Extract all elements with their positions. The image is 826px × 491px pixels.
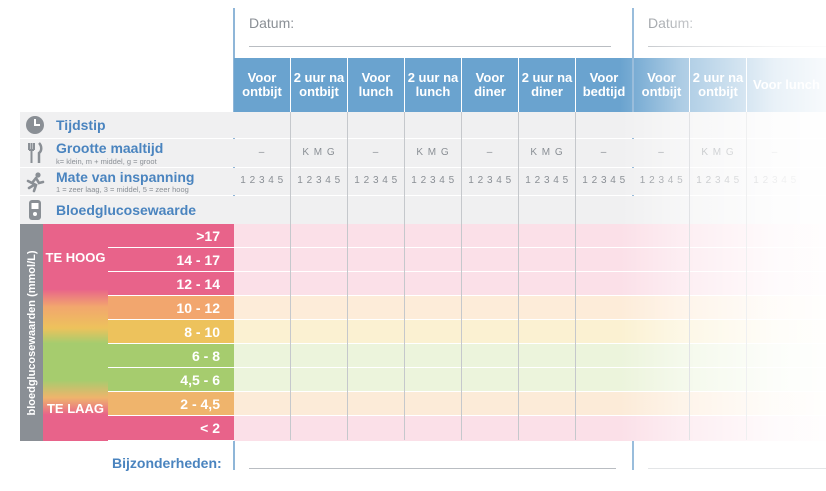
- row-title-maaltijd: Grootte maaltijd: [56, 140, 164, 156]
- row-sub-inspanning: 1 = zeer laag, 3 = middel, 5 = zeer hoog: [56, 185, 189, 194]
- band-lt2: < 2: [108, 416, 234, 441]
- col-header-na-ontbijt: 2 uur na ontbijt: [291, 58, 347, 112]
- clock-icon: [20, 112, 50, 138]
- datum-input-line-2[interactable]: [648, 46, 826, 47]
- cell-scale[interactable]: 1 2 3 4 5: [753, 175, 797, 186]
- row-bloedglucose: Bloedglucosewaarde: [20, 196, 234, 224]
- col-separator: [746, 112, 747, 440]
- col-separator: [347, 112, 348, 440]
- fork-knife-icon: [20, 139, 50, 167]
- cell-scale[interactable]: 1 2 3 4 5: [582, 175, 626, 186]
- row-title-inspanning: Mate van inspanning: [56, 169, 195, 185]
- axis-label: bloedglucosewaarden (mmol/L): [25, 249, 38, 416]
- cell-scale[interactable]: 1 2 3 4 5: [525, 175, 569, 186]
- cell-kmg[interactable]: K M G: [302, 147, 336, 158]
- col-separator: [290, 112, 291, 440]
- col-header-voor-diner: Voor diner: [462, 58, 518, 112]
- cell-scale[interactable]: 1 2 3 4 5: [468, 175, 512, 186]
- col-header-na-lunch: 2 uur na lunch: [405, 58, 461, 112]
- grid-row-bloedglucose[interactable]: [234, 196, 826, 224]
- cell-dash[interactable]: –: [486, 147, 494, 158]
- cell-dash[interactable]: –: [372, 147, 380, 158]
- cell-dash[interactable]: –: [658, 147, 665, 158]
- grid-band-lt2[interactable]: [234, 416, 826, 441]
- row-inspanning: Mate van inspanning 1 = zeer laag, 3 = m…: [20, 168, 234, 195]
- col-separator: [404, 112, 405, 440]
- cell-dash[interactable]: –: [258, 147, 266, 158]
- zone-te-laag: TE LAAG: [46, 401, 105, 416]
- datum-label-2: Datum:: [648, 15, 694, 31]
- cell-dash[interactable]: –: [771, 147, 779, 158]
- col-header-voor-bedtijd: Voor bedtijd: [576, 58, 632, 112]
- col-separator: [461, 112, 462, 440]
- grid-row-tijdstip[interactable]: [234, 112, 826, 138]
- zone-te-hoog: TE HOOG: [45, 250, 106, 265]
- datum-input-line[interactable]: [249, 46, 611, 47]
- grid-band-10-12[interactable]: [234, 296, 826, 320]
- band-2-4_5: 2 - 4,5: [108, 392, 234, 416]
- glucose-meter-icon: [20, 196, 50, 224]
- col-header-voor-ontbijt-2: Voor ontbijt: [634, 58, 689, 112]
- cell-dash[interactable]: –: [600, 147, 608, 158]
- row-title-tijdstip: Tijdstip: [56, 117, 106, 133]
- band-gt17: >17: [108, 224, 234, 248]
- band-6-8: 6 - 8: [108, 344, 234, 368]
- zone-strip: [43, 224, 108, 441]
- bijzonderheden-line[interactable]: [249, 468, 616, 469]
- runner-icon: [20, 168, 50, 195]
- grid-band-gt17[interactable]: [234, 224, 826, 248]
- col-separator: [689, 112, 690, 440]
- bijzonderheden-line-2[interactable]: [648, 468, 826, 469]
- datum-label: Datum:: [249, 15, 295, 31]
- bijzonderheden-label: Bijzonderheden:: [112, 455, 222, 471]
- col-separator: [575, 112, 576, 440]
- cell-kmg[interactable]: K M G: [416, 147, 450, 158]
- grid-band-2-4_5[interactable]: [234, 392, 826, 416]
- band-10-12: 10 - 12: [108, 296, 234, 320]
- col-header-na-ontbijt-2: 2 uur na ontbijt: [690, 58, 746, 112]
- col-separator: [518, 112, 519, 440]
- col-header-na-diner: 2 uur na diner: [519, 58, 575, 112]
- band-4_5-6: 4,5 - 6: [108, 368, 234, 392]
- row-sub-maaltijd: k= klein, m + middel, g = groot: [56, 157, 157, 166]
- col-header-voor-ontbijt: Voor ontbijt: [234, 58, 290, 112]
- grid-row-maaltijd[interactable]: – K M G – K M G – K M G – – K M G –: [234, 139, 826, 167]
- axis-label-panel: bloedglucosewaarden (mmol/L): [20, 224, 43, 441]
- grid-band-12-14[interactable]: [234, 272, 826, 296]
- grid-band-4_5-6[interactable]: [234, 368, 826, 392]
- col-header-voor-lunch: Voor lunch: [348, 58, 404, 112]
- row-title-bloedglucose: Bloedglucosewaarde: [56, 202, 197, 218]
- cell-kmg[interactable]: K M G: [530, 147, 564, 158]
- band-14-17: 14 - 17: [108, 248, 234, 272]
- cell-scale[interactable]: 1 2 3 4 5: [639, 175, 684, 186]
- cell-scale[interactable]: 1 2 3 4 5: [354, 175, 398, 186]
- row-tijdstip: Tijdstip: [20, 112, 234, 138]
- row-maaltijd: Grootte maaltijd k= klein, m + middel, g…: [20, 139, 234, 167]
- grid-band-6-8[interactable]: [234, 344, 826, 368]
- band-12-14: 12 - 14: [108, 272, 234, 296]
- cell-kmg[interactable]: K M G: [701, 147, 735, 158]
- grid-band-8-10[interactable]: [234, 320, 826, 344]
- cell-scale[interactable]: 1 2 3 4 5: [240, 175, 284, 186]
- cell-scale[interactable]: 1 2 3 4 5: [411, 175, 455, 186]
- band-8-10: 8 - 10: [108, 320, 234, 344]
- cell-scale[interactable]: 1 2 3 4 5: [696, 175, 740, 186]
- cell-scale[interactable]: 1 2 3 4 5: [297, 175, 341, 186]
- grid-row-inspanning[interactable]: 1 2 3 4 5 1 2 3 4 5 1 2 3 4 5 1 2 3 4 5 …: [234, 168, 826, 195]
- col-header-voor-lunch-2: Voor lunch: [747, 58, 826, 112]
- grid-band-14-17[interactable]: [234, 248, 826, 272]
